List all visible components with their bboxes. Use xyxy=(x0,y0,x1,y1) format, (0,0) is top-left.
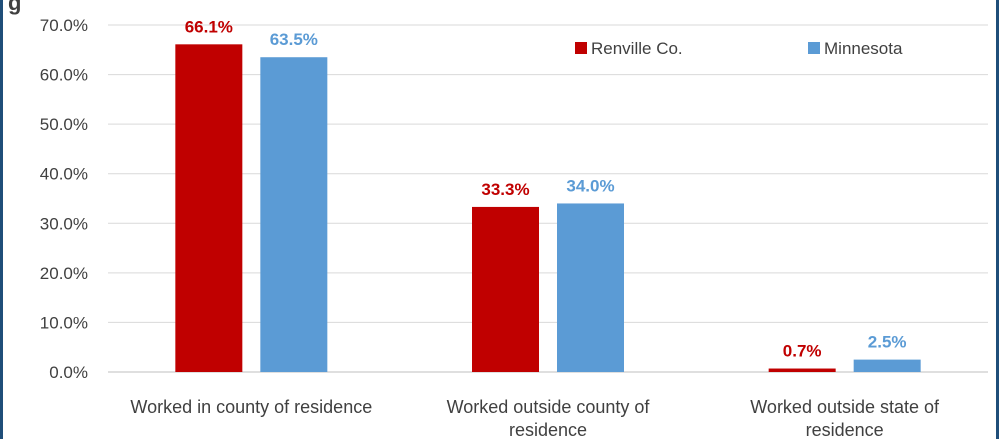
x-tick-label: Worked in county of residence xyxy=(130,397,372,417)
data-label: 63.5% xyxy=(270,30,318,49)
y-tick-label: 40.0% xyxy=(40,165,88,184)
bar xyxy=(768,368,836,372)
bar-chart: g 0.0% 10.0% 20.0% 30.0% 40.0% 50.0% 60.0% 70.0… xyxy=(8,0,988,439)
x-axis-categories: Worked in county of residence Worked outs… xyxy=(130,397,940,439)
y-tick-label: 10.0% xyxy=(40,313,88,332)
y-tick-label: 0.0% xyxy=(49,363,88,382)
x-tick-label: Worked outside state of residence xyxy=(750,397,940,439)
x-tick-label: Worked outside county of residence xyxy=(447,397,651,439)
bars xyxy=(175,44,921,372)
data-label: 66.1% xyxy=(185,17,233,36)
chart-title-fragment: g xyxy=(8,0,21,15)
bar xyxy=(472,206,539,372)
data-label: 2.5% xyxy=(868,333,907,352)
legend-label: Minnesota xyxy=(824,39,903,58)
legend-swatch xyxy=(808,42,820,54)
y-tick-label: 60.0% xyxy=(40,66,88,85)
legend: Renville Co. Minnesota xyxy=(575,39,903,58)
data-labels: 66.1% 63.5% 33.3% 34.0% 0.7% 2.5% xyxy=(185,17,907,360)
data-label: 33.3% xyxy=(481,180,529,199)
legend-swatch xyxy=(575,42,587,54)
y-tick-label: 70.0% xyxy=(40,16,88,35)
data-label: 0.7% xyxy=(783,342,822,361)
y-tick-label: 30.0% xyxy=(40,214,88,233)
gridlines xyxy=(108,24,988,373)
bar xyxy=(175,44,243,372)
y-tick-label: 20.0% xyxy=(40,264,88,283)
y-tick-label: 50.0% xyxy=(40,115,88,134)
bar xyxy=(853,359,921,372)
data-label: 34.0% xyxy=(566,176,614,195)
bar xyxy=(557,203,624,372)
y-axis-ticks: 0.0% 10.0% 20.0% 30.0% 40.0% 50.0% 60.0% 70.0% xyxy=(40,16,88,382)
bar xyxy=(260,57,328,372)
legend-label: Renville Co. xyxy=(591,39,683,58)
